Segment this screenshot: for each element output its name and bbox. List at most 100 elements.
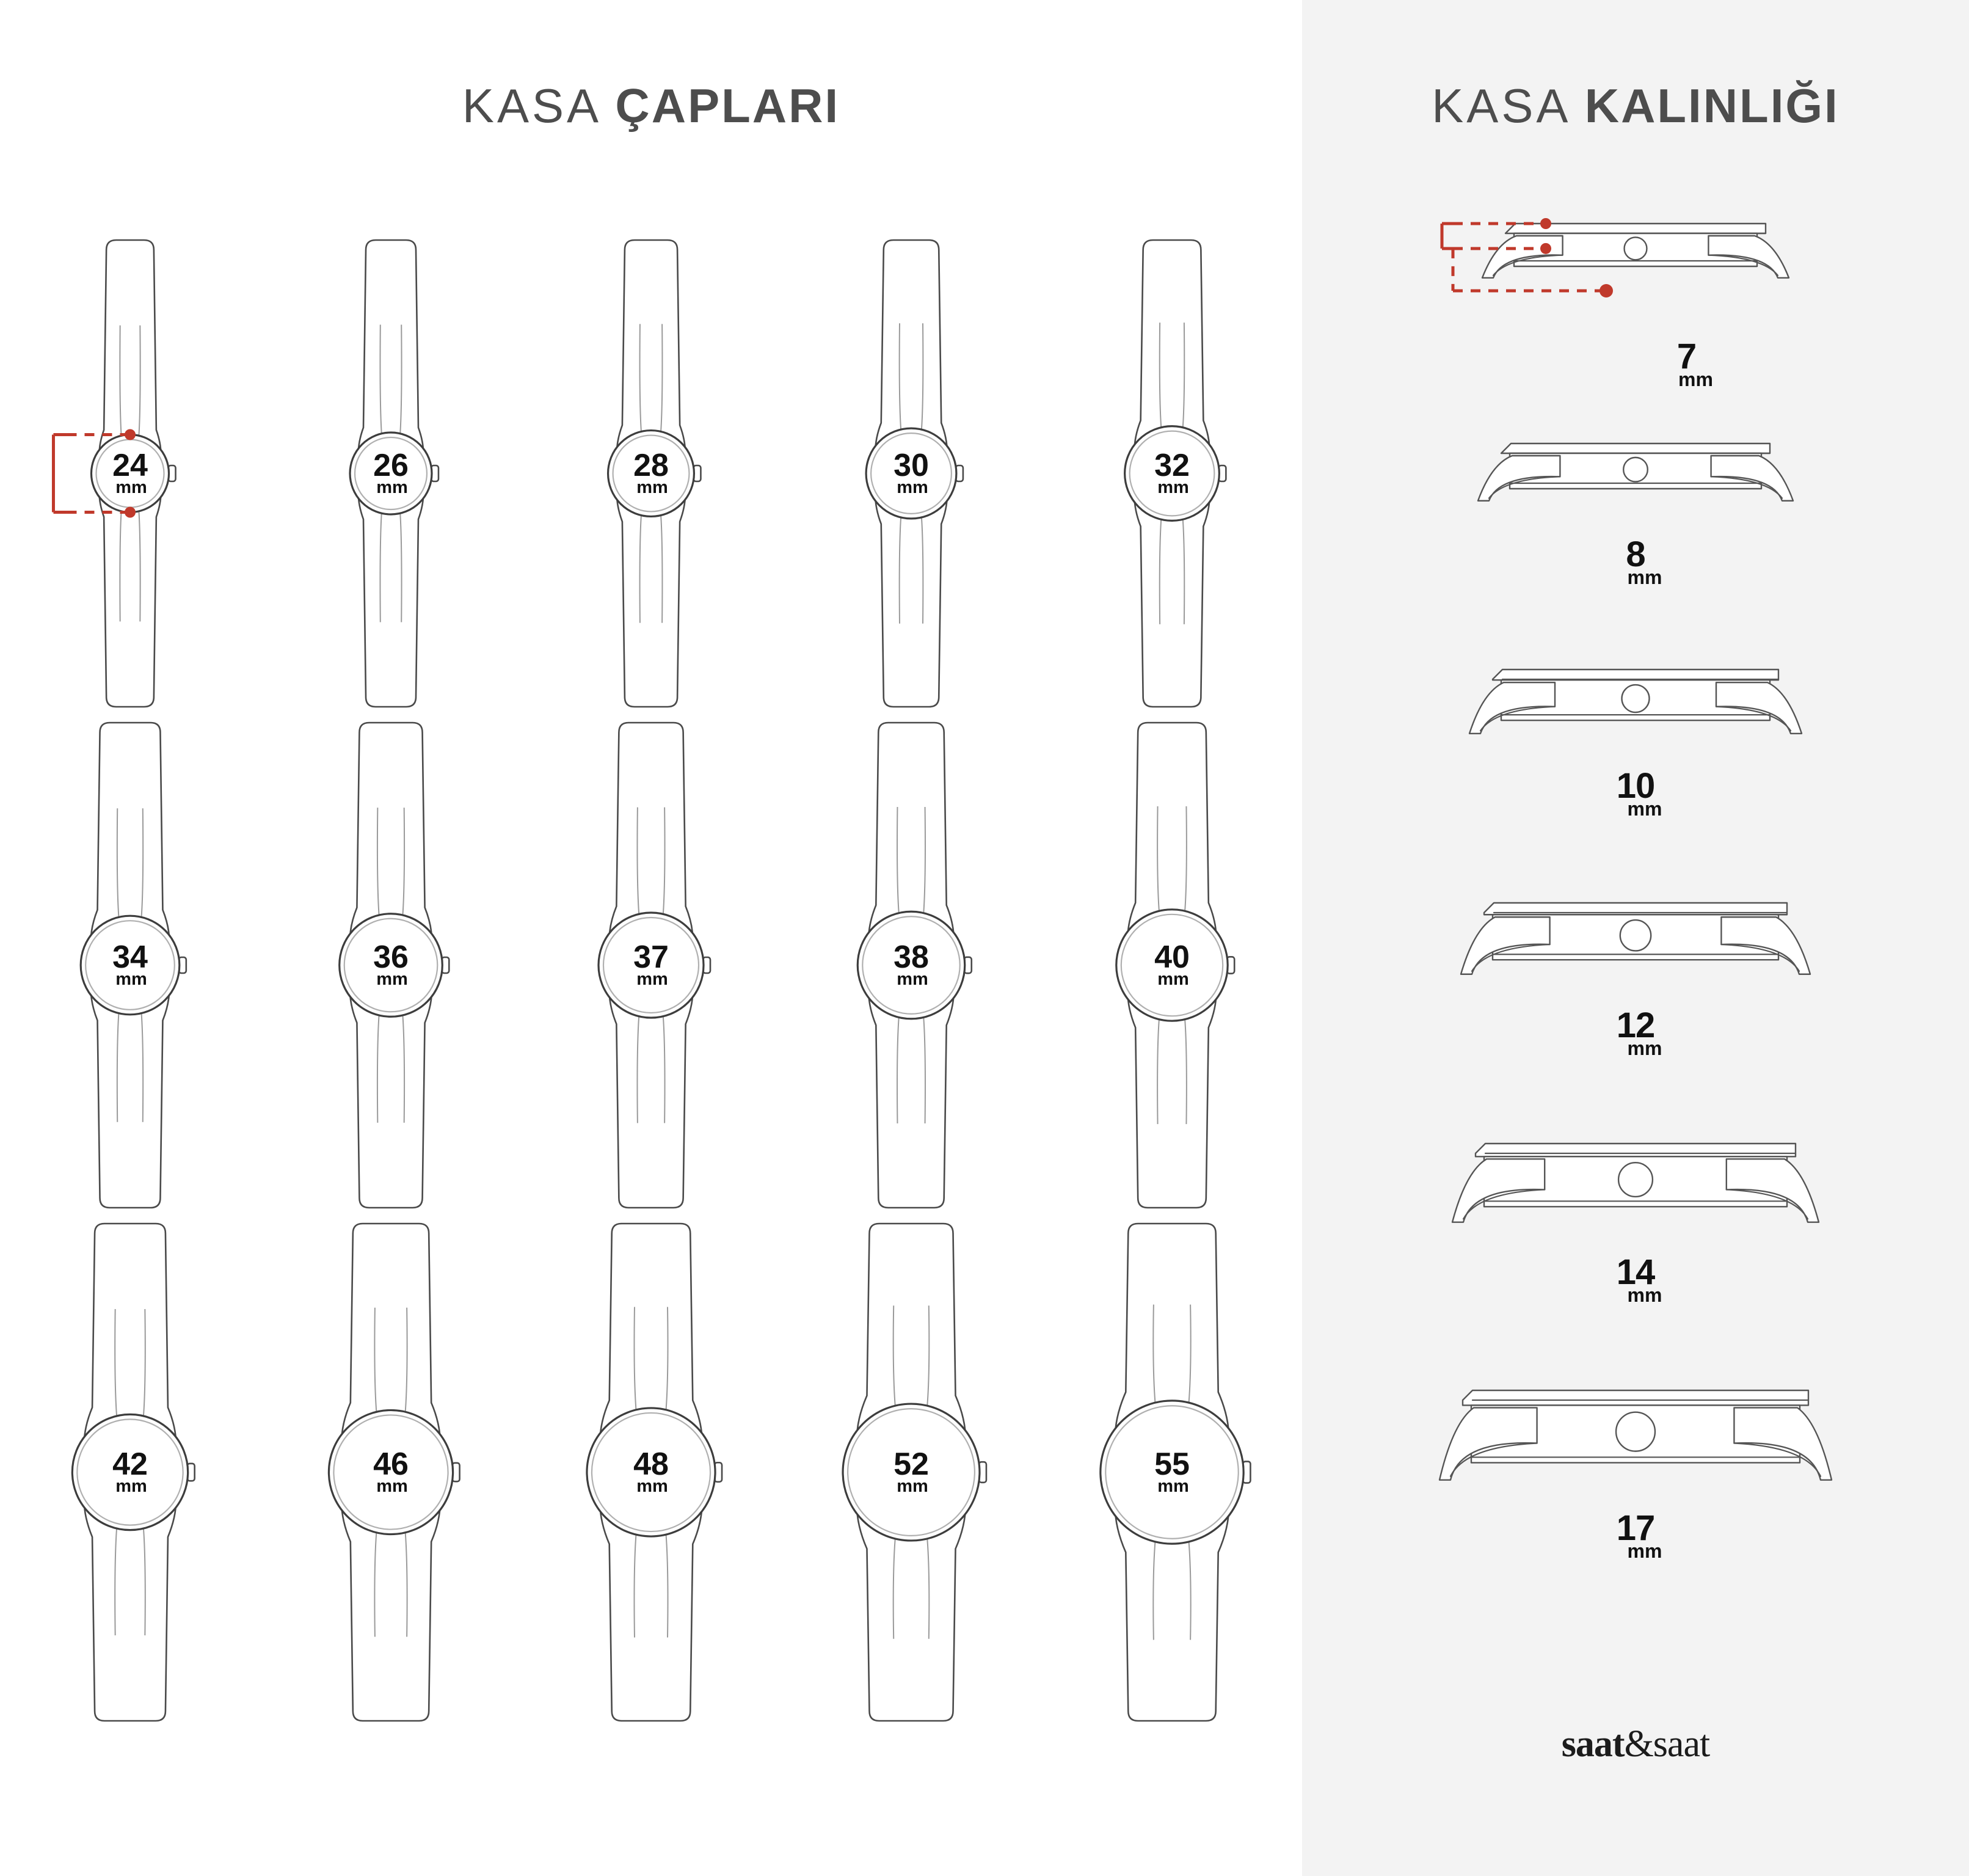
title-diameters-light: KASA [462,79,599,133]
svg-text:26: 26 [373,448,409,483]
watch-row-3: 42 mm 46 mm 48 mm 52 mm 55 mm [0,1216,1302,1729]
thickness-label-12mm: 12 mm [1609,1006,1662,1059]
svg-text:24: 24 [112,448,148,483]
watch-diameter-26mm[interactable]: 26 mm [269,232,513,715]
watch-diameter-37mm[interactable]: 37 mm [529,715,773,1216]
svg-text:mm: mm [1157,478,1189,497]
watch-diameter-55mm[interactable]: 55 mm [1050,1216,1294,1729]
thickness-label-7mm: 7 mm [1660,337,1713,390]
thickness-unit: mm [1678,368,1713,390]
svg-text:55: 55 [1154,1447,1190,1482]
svg-text:mm: mm [1157,969,1189,989]
case-profile-illustration-17mm [1438,1389,1833,1481]
thickness-unit: mm [1627,1037,1662,1059]
watch-diameter-36mm[interactable]: 36 mm [269,715,513,1216]
svg-text:mm: mm [1157,1476,1189,1496]
watch-diameter-38mm[interactable]: 38 mm [789,715,1033,1216]
thickness-unit: mm [1627,1283,1662,1306]
watch-diameter-48mm[interactable]: 48 mm [529,1216,773,1729]
svg-text:mm: mm [636,969,668,989]
svg-text:48: 48 [633,1447,669,1482]
brand-logo: saat&saat [1302,1723,1969,1766]
svg-text:42: 42 [112,1447,148,1482]
thickness-label-10mm: 10 mm [1609,766,1662,820]
watch-diameter-grid: 24 mm 26 mm 28 mm 30 mm 32 mm 34 mm 36 mm 37 mm 38 mm 40 m… [0,232,1302,1729]
svg-text:mm: mm [897,1476,929,1496]
case-thickness-10mm[interactable]: 10 mm [1302,648,1969,881]
svg-text:mm: mm [376,969,408,989]
case-profile-illustration-12mm [1460,902,1811,975]
thickness-label-14mm: 14 mm [1609,1252,1662,1306]
svg-text:mm: mm [115,1476,147,1496]
watch-diameter-28mm[interactable]: 28 mm [529,232,773,715]
svg-text:mm: mm [897,969,929,989]
brand-logo-bold: saat [1561,1723,1625,1765]
svg-text:40: 40 [1154,940,1190,975]
case-thickness-7mm[interactable]: 7 mm [1302,202,1969,422]
svg-text:mm: mm [636,478,668,497]
svg-text:46: 46 [373,1447,409,1482]
watch-diameter-40mm[interactable]: 40 mm [1050,715,1294,1216]
svg-text:30: 30 [894,448,929,483]
svg-text:mm: mm [897,478,929,497]
svg-text:mm: mm [115,969,147,989]
watch-diameter-24mm[interactable]: 24 mm [8,232,252,715]
brand-logo-light: &saat [1624,1723,1711,1765]
thickness-value: 8 [1626,535,1645,574]
svg-text:mm: mm [376,478,408,497]
svg-text:28: 28 [633,448,669,483]
thickness-value: 12 [1616,1006,1656,1046]
watch-row-1: 24 mm 26 mm 28 mm 30 mm 32 mm [0,232,1302,715]
thickness-unit: mm [1627,797,1662,820]
case-profile-illustration-14mm [1451,1142,1820,1223]
thickness-value: 14 [1616,1252,1656,1293]
case-thickness-8mm[interactable]: 8 mm [1302,422,1969,648]
watch-diameter-46mm[interactable]: 46 mm [269,1216,513,1729]
svg-text:32: 32 [1154,448,1190,483]
watch-diameter-34mm[interactable]: 34 mm [8,715,252,1216]
case-thickness-list: 7 mm 8 mm 10 mm 12 mm 14 mm 17 mm [1302,202,1969,1619]
case-thickness-14mm[interactable]: 14 mm [1302,1122,1969,1368]
title-thickness-light: KASA [1432,79,1569,133]
case-thickness-12mm[interactable]: 12 mm [1302,881,1969,1122]
case-profile-illustration-10mm [1468,668,1803,734]
page-title-thickness: KASA KALINLIĞI [1302,78,1969,134]
svg-text:36: 36 [373,940,409,975]
svg-text:38: 38 [894,940,929,975]
thickness-value: 10 [1616,766,1656,806]
thickness-unit: mm [1627,566,1662,588]
case-profile-illustration-8mm [1477,442,1794,502]
thickness-value: 17 [1616,1508,1656,1549]
title-thickness-bold: KALINLIĞI [1584,79,1840,133]
title-diameters-bold: ÇAPLARI [615,79,840,133]
watch-diameter-30mm[interactable]: 30 mm [789,232,1033,715]
svg-text:mm: mm [115,478,147,497]
watch-diameter-52mm[interactable]: 52 mm [789,1216,1033,1729]
watch-diameter-32mm[interactable]: 32 mm [1050,232,1294,715]
svg-text:37: 37 [633,940,669,975]
thickness-unit: mm [1627,1539,1662,1562]
svg-text:mm: mm [376,1476,408,1496]
case-profile-illustration-7mm [1440,218,1790,297]
watch-diameter-42mm[interactable]: 42 mm [8,1216,252,1729]
page-title-diameters: KASA ÇAPLARI [0,78,1302,134]
case-thickness-17mm[interactable]: 17 mm [1302,1368,1969,1621]
svg-text:34: 34 [112,940,148,975]
thickness-value: 7 [1676,337,1697,376]
svg-text:mm: mm [636,1476,668,1496]
thickness-label-17mm: 17 mm [1609,1508,1662,1562]
